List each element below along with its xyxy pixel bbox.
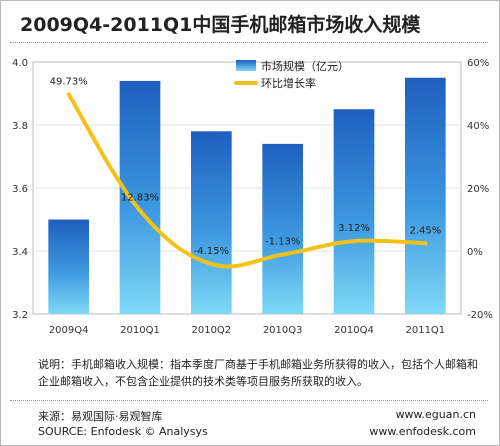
left-axis-tick-label: 3.6 [12,184,28,195]
x-tick-label: 2011Q1 [405,325,445,336]
gridlines [33,124,461,252]
title-divider [10,42,488,43]
left-axis-ticks: 3.2 3.4 3.6 3.8 4.0 [12,58,28,321]
x-axis-ticks: 2009Q4 2010Q1 2010Q2 2010Q3 2010Q4 2011Q1 [49,325,445,336]
growth-data-label: -4.15% [194,246,229,257]
legend-bar-label: 市场规模（亿元） [261,59,349,73]
bar-2010Q2 [191,131,232,314]
bars [48,77,446,315]
bar-2009Q4 [48,219,89,314]
growth-data-label: 12.83% [121,193,159,204]
growth-line [66,92,428,269]
growth-point-2010Q4 [352,239,356,244]
chart-title: 2009Q4-2011Q1中国手机邮箱市场收入规模 [20,14,421,36]
x-tick-label: 2010Q4 [334,325,374,336]
growth-data-label: 3.12% [338,223,370,234]
x-tick-label: 2010Q2 [191,325,231,336]
growth-data-label: 2.45% [409,225,441,236]
legend: 市场规模（亿元） 环比增长率 [234,59,349,90]
bar-2010Q3 [262,143,303,314]
bar-2010Q1 [119,80,161,315]
source-en: SOURCE: Enfodesk © Analysys [38,425,208,438]
growth-data-label: 49.73% [50,76,88,87]
growth-point-2010Q2 [209,262,214,267]
growth-point-2010Q3 [280,252,285,257]
x-tick-label: 2009Q4 [49,325,89,336]
right-axis-tick-label: 40% [467,121,489,132]
x-tick-label: 2010Q3 [263,325,303,336]
legend-line-label: 环比增长率 [261,76,316,90]
growth-data-label: -1.13% [265,237,300,248]
right-axis-tick-label: 0% [467,247,483,258]
right-axis-tick-label: 20% [467,184,489,195]
right-axis-ticks: -20% 0% 20% 40% 60% [467,58,493,321]
footer-divider [10,400,488,401]
bar-2011Q1 [405,77,446,314]
right-axis-tick-label: -20% [467,310,493,321]
right-axis-tick-label: 60% [467,58,489,69]
x-tick-label: 2010Q1 [120,325,160,336]
growth-point-2009Q4 [66,92,71,97]
left-axis-tick-label: 4.0 [12,58,28,69]
website-enfodesk[interactable]: www.enfodesk.com [369,425,476,438]
footnote: 说明：手机邮箱收入规模：指本季度厂商基于手机邮箱业务所获得的收入，包括个人邮箱和… [38,358,478,388]
left-axis-tick-label: 3.4 [12,247,28,258]
legend-bar-swatch [236,60,256,71]
left-axis-tick-label: 3.2 [12,310,28,321]
bar-2010Q4 [333,109,375,314]
growth-point-2010Q1 [138,208,142,213]
left-axis-tick-label: 3.8 [12,121,28,132]
website-eguan[interactable]: www.eguan.cn [395,408,476,421]
data-labels: 49.73% 12.83% -4.15% -1.13% 3.12% 2.45% [50,76,442,257]
growth-point-2011Q1 [423,241,428,246]
source-cn: 来源：易观国际·易观智库 [38,410,163,423]
